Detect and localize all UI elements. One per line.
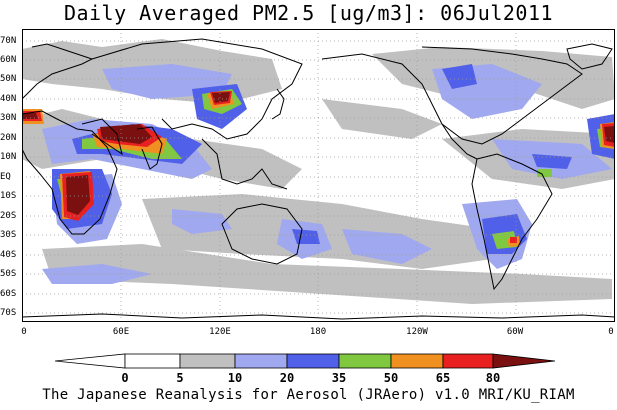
lat-label: 30S (0, 230, 17, 240)
lon-label: 0 (21, 327, 27, 337)
lon-label: 120W (406, 327, 428, 337)
lat-label: 70S (0, 308, 17, 318)
lon-label: 60E (112, 327, 130, 337)
footer-credit: The Japanese Reanalysis for Aerosol (JRA… (42, 387, 575, 403)
lat-label: 10N (0, 152, 17, 162)
lat-label: 20N (0, 133, 17, 143)
coastline-se-asia (201, 138, 288, 190)
colorbar-label: 20 (279, 371, 295, 385)
coastline-central-america (441, 123, 478, 160)
colorbar-label: 35 (331, 371, 347, 385)
colorbar-segment-7 (442, 353, 494, 369)
colorbar-segment-6 (390, 353, 444, 369)
colorbar-label: 0 (121, 371, 129, 385)
coastline-south-america (471, 153, 553, 291)
coastline-antarctica (22, 313, 615, 320)
lat-label: 60N (0, 55, 17, 65)
coastline-japan (271, 88, 285, 120)
coastline-greenland (566, 43, 613, 70)
lat-label: 40N (0, 94, 17, 104)
coastline-europe (22, 43, 94, 100)
map-title: Daily Averaged PM2.5 [ug/m3]: 06Jul2011 (63, 1, 554, 25)
lat-label: 50S (0, 269, 17, 279)
colorbar (55, 353, 555, 369)
lat-label: 70N (0, 36, 17, 46)
lon-label: 180 (309, 327, 327, 337)
coastline-india (136, 126, 163, 170)
colorbar-label: 5 (176, 371, 184, 385)
colorbar-label: 65 (435, 371, 451, 385)
coastline-africa (22, 110, 118, 235)
lon-label: 0 (608, 327, 614, 337)
coastline-arabia (81, 118, 123, 156)
coastline-asia (91, 38, 303, 140)
colorbar-label: 50 (383, 371, 399, 385)
coastline-australia (221, 203, 303, 265)
lon-label: 60W (506, 327, 524, 337)
pm25-map (22, 29, 615, 322)
colorbar-label: 80 (485, 371, 501, 385)
colorbar-segment-2 (179, 353, 236, 369)
colorbar-segment-4 (286, 353, 340, 369)
lon-label: 120E (209, 327, 231, 337)
coastlines (22, 38, 615, 320)
lat-label: 50N (0, 74, 17, 84)
lat-label: 10S (0, 191, 17, 201)
lat-label: 30N (0, 113, 17, 123)
graticule (22, 29, 615, 322)
colorbar-segment-1 (124, 353, 181, 369)
lat-label: EQ (0, 172, 11, 182)
lat-label: 40S (0, 250, 17, 260)
colorbar-segment-3 (234, 353, 288, 369)
map-border (22, 29, 615, 322)
colorbar-segment-5 (338, 353, 392, 369)
coastline-north-america (321, 46, 583, 145)
colorbar-label: 10 (227, 371, 243, 385)
colorbar-segment-0 (55, 353, 126, 369)
lat-label: 60S (0, 289, 17, 299)
colorbar-segment-8 (492, 353, 555, 369)
lat-label: 20S (0, 211, 17, 221)
